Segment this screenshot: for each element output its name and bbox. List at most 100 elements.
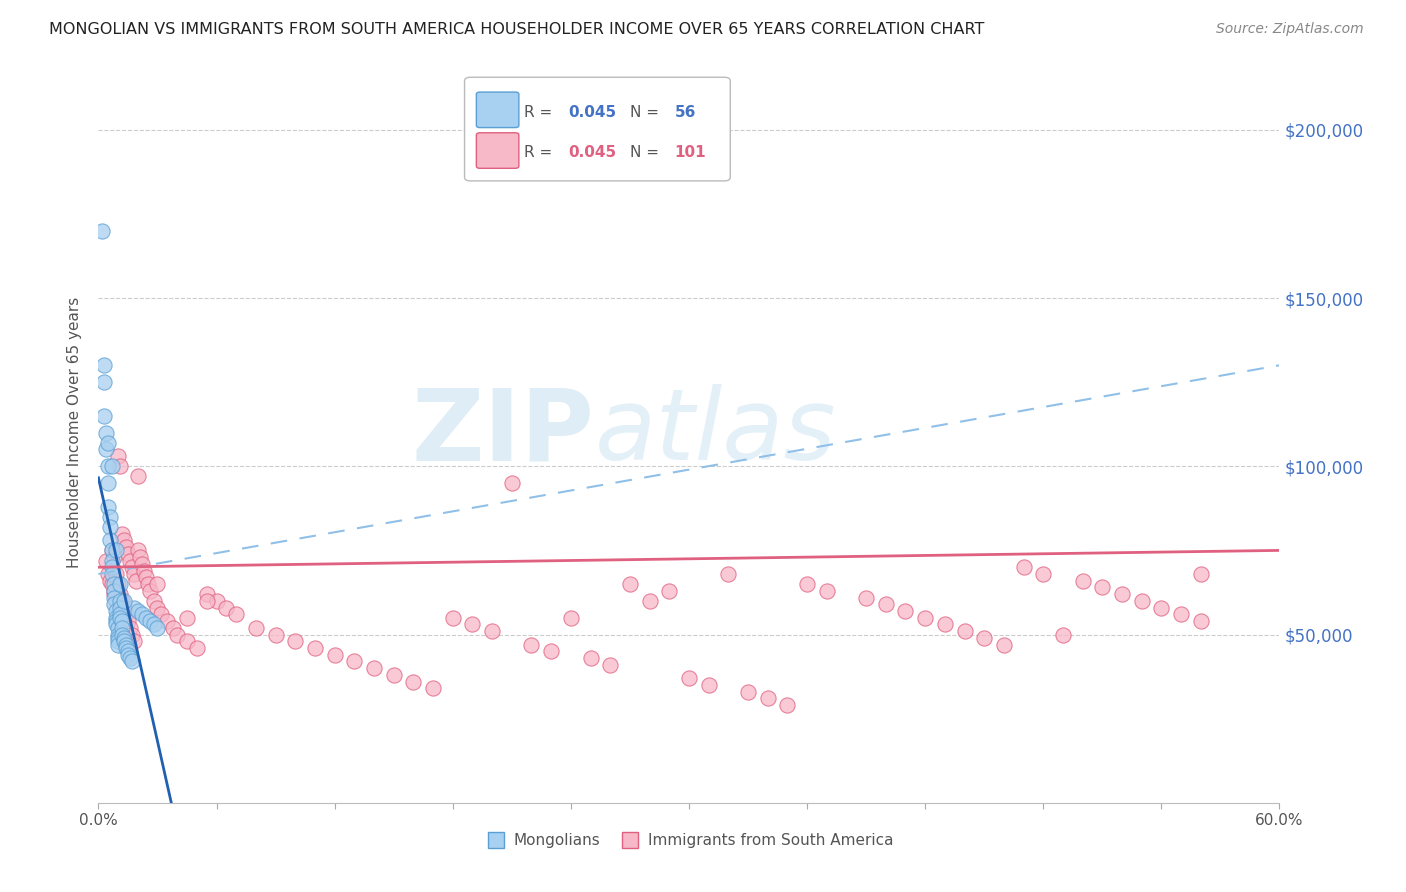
Point [103,583,125,598]
Legend: Mongolians, Immigrants from South America: Mongolians, Immigrants from South Americ… [478,827,900,855]
Point [225,607,247,622]
Point [122,600,145,615]
Point [136,577,159,591]
Point [98,520,121,534]
Point [125,574,148,588]
Point [117,644,139,658]
Point [108,577,131,591]
Point [108,594,131,608]
Text: R =: R = [523,104,557,120]
Point [142,617,165,632]
Point [112,533,135,548]
Point [1012,560,1035,574]
Point [105,614,128,628]
Point [103,587,125,601]
Point [1130,594,1153,608]
Point [91,224,114,238]
Point [105,566,128,581]
Point [132,564,155,578]
Point [993,638,1015,652]
Y-axis label: Householder Income Over 65 years: Householder Income Over 65 years [67,297,83,568]
Point [108,610,131,624]
Point [1150,600,1173,615]
Point [146,621,169,635]
Point [101,543,124,558]
Point [121,655,143,669]
Point [195,594,218,608]
Point [117,547,139,561]
Point [540,644,562,658]
Point [127,469,149,483]
Point [103,550,125,565]
Point [107,634,129,648]
Point [138,614,160,628]
Point [115,540,138,554]
Point [112,634,135,648]
FancyBboxPatch shape [477,133,519,169]
Text: 0.045: 0.045 [568,145,617,161]
Point [93,359,115,373]
Point [973,631,995,645]
Point [1052,627,1074,641]
Point [111,627,134,641]
Point [441,610,464,624]
Point [101,553,124,567]
Point [96,442,118,457]
Point [98,509,121,524]
Point [107,627,129,641]
Point [127,604,149,618]
Text: N =: N = [630,104,664,120]
Point [717,566,740,581]
Point [205,594,228,608]
Point [103,577,125,591]
Point [111,594,134,608]
Point [382,668,405,682]
Point [101,459,124,474]
Point [105,604,128,618]
Point [111,526,134,541]
Point [98,533,121,548]
Point [101,577,124,591]
Point [638,594,661,608]
Point [107,631,129,645]
Point [105,617,128,632]
Point [1091,581,1114,595]
Point [103,583,125,598]
Point [934,617,956,632]
Point [121,560,143,574]
Point [96,425,118,440]
Point [894,604,917,618]
Point [953,624,976,639]
Point [1189,614,1212,628]
Point [501,476,523,491]
Point [93,375,115,389]
Point [697,678,720,692]
Point [138,583,160,598]
Point [146,577,169,591]
Point [1170,607,1192,622]
Point [101,560,124,574]
Text: 0.045: 0.045 [568,104,617,120]
Point [97,566,120,581]
Point [131,557,153,571]
Point [461,617,484,632]
Point [118,553,141,567]
Point [756,691,779,706]
Point [112,594,135,608]
Point [105,594,128,608]
Point [122,566,145,581]
Point [284,634,307,648]
Point [118,621,141,635]
Point [115,607,138,622]
Text: ZIP: ZIP [412,384,595,481]
Point [97,476,120,491]
Point [914,610,936,624]
Point [363,661,385,675]
Point [150,607,173,622]
Point [176,610,198,624]
Point [142,594,165,608]
Point [264,627,287,641]
Point [121,627,143,641]
Point [422,681,444,696]
Point [127,543,149,558]
